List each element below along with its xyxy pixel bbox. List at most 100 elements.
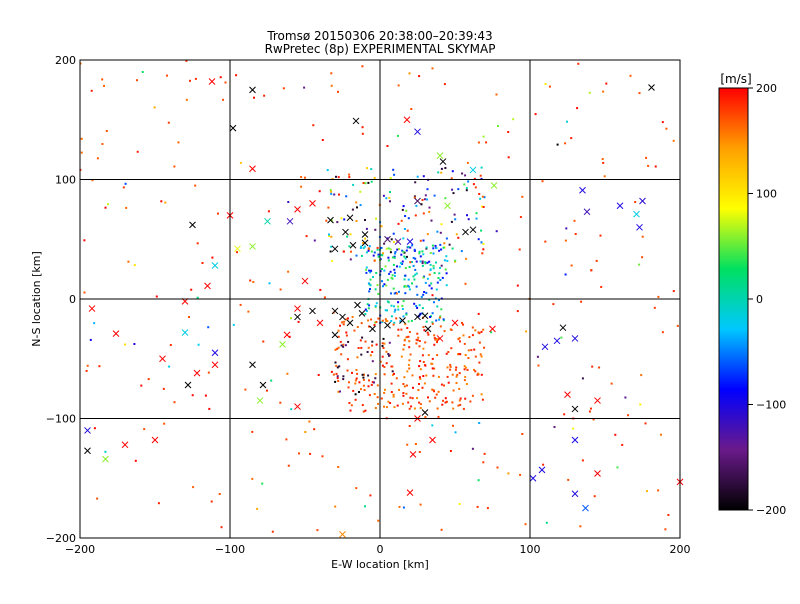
data-point — [437, 171, 440, 174]
data-point — [402, 250, 405, 253]
data-point — [308, 420, 311, 423]
data-point — [253, 96, 255, 99]
data-point — [424, 341, 427, 344]
cross-marker — [352, 117, 360, 125]
data-point — [382, 285, 384, 288]
cross-marker — [211, 262, 219, 269]
data-point — [479, 174, 482, 177]
data-point — [438, 299, 440, 302]
data-point — [422, 276, 425, 279]
data-point — [91, 179, 94, 182]
data-point — [383, 283, 386, 286]
data-point — [160, 200, 163, 203]
data-point — [416, 306, 419, 309]
data-point — [381, 319, 384, 322]
data-point — [236, 251, 238, 254]
data-point — [476, 505, 479, 508]
data-point — [288, 335, 291, 338]
cross-marker — [331, 245, 339, 253]
data-point — [428, 206, 431, 209]
cross-marker — [444, 202, 451, 210]
data-point — [313, 428, 316, 431]
data-point — [440, 308, 443, 311]
data-point — [368, 245, 371, 248]
data-point — [507, 131, 510, 133]
data-point — [436, 354, 439, 357]
cross-marker — [406, 489, 414, 496]
data-point — [375, 343, 378, 346]
data-point — [439, 315, 442, 318]
data-point — [471, 447, 474, 450]
data-point — [287, 270, 290, 273]
cross-marker — [583, 208, 591, 216]
data-point — [423, 198, 426, 201]
data-point — [443, 330, 446, 333]
data-point — [588, 410, 591, 413]
data-point — [393, 310, 396, 313]
data-point — [435, 393, 438, 396]
data-point — [340, 344, 343, 347]
cross-marker — [309, 307, 316, 315]
cross-marker — [564, 391, 571, 398]
data-point — [368, 290, 371, 293]
data-point — [418, 365, 421, 368]
data-point — [143, 428, 146, 431]
data-point — [433, 343, 436, 346]
data-point — [391, 256, 394, 259]
data-point — [133, 343, 136, 345]
data-point — [638, 92, 641, 95]
data-point — [347, 386, 350, 389]
data-point — [349, 233, 352, 236]
data-point — [444, 167, 447, 169]
cross-marker — [249, 165, 256, 173]
data-point — [349, 409, 352, 412]
data-point — [369, 354, 372, 357]
data-point — [373, 251, 376, 254]
data-point — [467, 357, 470, 359]
data-point — [451, 247, 454, 250]
data-point — [337, 390, 340, 393]
data-point — [407, 320, 410, 323]
data-point — [376, 246, 379, 249]
data-point — [408, 359, 411, 362]
data-point — [421, 307, 424, 310]
data-point — [477, 373, 480, 376]
data-point — [410, 405, 413, 408]
data-point — [330, 192, 333, 195]
data-point — [521, 195, 524, 198]
data-point — [393, 372, 395, 375]
data-point — [466, 161, 469, 164]
data-point — [279, 288, 282, 291]
data-point — [466, 214, 468, 217]
data-point — [454, 259, 457, 262]
data-point — [644, 422, 647, 425]
data-point — [464, 174, 467, 177]
data-point — [89, 338, 92, 341]
data-point — [574, 233, 577, 235]
data-point — [430, 219, 433, 222]
data-point — [371, 340, 374, 343]
data-point — [406, 284, 409, 287]
data-point — [446, 259, 449, 262]
data-point — [363, 389, 366, 391]
data-point — [426, 331, 429, 334]
data-point — [471, 334, 474, 337]
data-point — [480, 330, 483, 333]
data-point — [163, 422, 166, 425]
data-point — [427, 396, 429, 399]
data-point — [433, 272, 436, 274]
data-point — [340, 353, 343, 356]
data-point — [478, 193, 481, 195]
data-point — [239, 303, 242, 306]
data-point — [394, 250, 397, 253]
data-point — [390, 238, 393, 241]
data-point — [421, 250, 424, 253]
data-point — [629, 74, 632, 77]
data-point — [387, 400, 390, 403]
colorbar — [718, 87, 749, 511]
data-point — [542, 463, 545, 466]
cross-marker — [414, 197, 421, 205]
data-point — [424, 262, 427, 265]
data-point — [316, 529, 319, 532]
data-point — [654, 165, 657, 168]
